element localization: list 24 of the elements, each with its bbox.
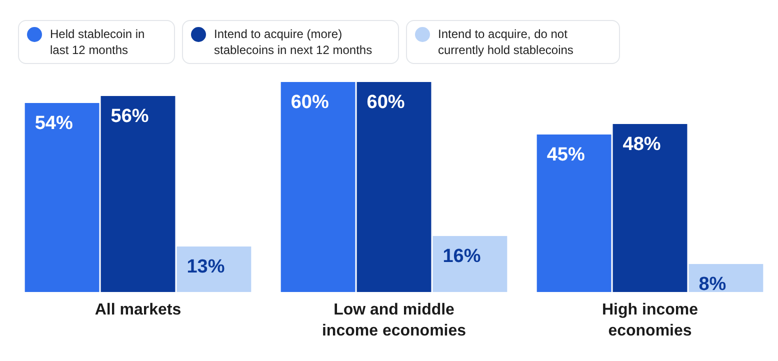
legend-label: Intend to acquire (more) stablecoins in next 12 months [214,26,374,58]
data-label: 45% [546,144,585,166]
x-tick-label: Low and middle income economies [322,301,466,340]
bar [536,134,612,292]
bar [176,246,252,292]
bar [688,264,764,292]
bar [24,103,100,292]
legend-label: Held stablecoin in last 12 months [50,26,146,58]
x-tick-label: All markets [94,301,182,318]
data-label: 13% [186,256,225,278]
bar [432,236,508,292]
x-tick-label: High income economies [602,301,698,340]
data-label: 8% [698,274,726,295]
data-label: 56% [110,106,149,127]
legend-label: Intend to acquire, do not currently hold stablecoins [438,26,574,58]
data-label: 54% [34,113,73,134]
bar [356,82,432,292]
bar [612,124,688,292]
bar [280,82,356,292]
data-label: 60% [366,92,405,113]
data-label: 16% [442,246,481,267]
data-label: 48% [622,134,661,155]
bar [100,96,176,292]
data-label: 60% [290,92,329,113]
